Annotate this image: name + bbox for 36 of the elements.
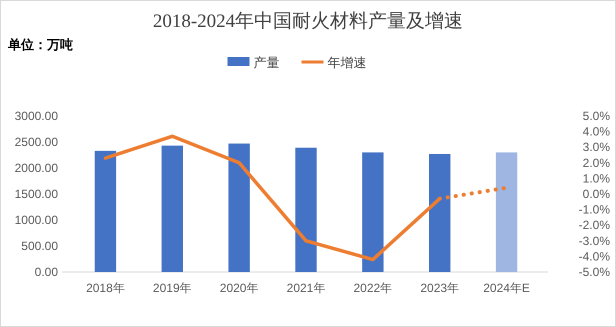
y2-tick-label: -3.0% (578, 234, 610, 248)
x-tick-label: 2021年 (286, 281, 326, 295)
y-tick-label: 3000.00 (14, 109, 58, 123)
bar (496, 152, 518, 272)
legend-label: 年增速 (328, 55, 366, 70)
y-tick-label: 1500.00 (14, 187, 58, 201)
y-tick-label: 1000.00 (14, 213, 58, 227)
bar (295, 148, 317, 272)
y2-tick-label: -2.0% (578, 218, 610, 232)
y2-tick-label: -1.0% (578, 202, 610, 217)
bar (228, 144, 250, 272)
y-tick-label: 2500.00 (14, 135, 58, 149)
y-tick-label: 500.00 (21, 239, 58, 253)
y2-tick-label: 0.0% (582, 187, 610, 201)
x-tick-label: 2024年E (483, 281, 530, 295)
y2-tick-label: 5.0% (582, 109, 610, 123)
text: 单位：万吨 (7, 37, 73, 52)
x-tick-label: 2022年 (354, 281, 392, 295)
y2-tick-label: -5.0% (578, 265, 610, 279)
bar (94, 150, 116, 272)
y2-tick-label: -4.0% (578, 249, 610, 264)
legend-label: 产量 (254, 55, 280, 70)
y2-tick-label: 4.0% (582, 124, 610, 139)
chart-title: 2018-2024年中国耐火材料产量及增速 (152, 11, 464, 32)
x-tick-label: 2018年 (86, 281, 125, 295)
bar (162, 146, 183, 272)
x-tick-label: 2023年 (420, 281, 460, 295)
y-tick-label: 2000.00 (14, 161, 58, 175)
x-tick-label: 2019年 (152, 281, 192, 295)
y2-tick-label: 2.0% (582, 156, 610, 170)
x-tick-label: 2020年 (220, 281, 258, 295)
bar (429, 154, 450, 272)
y2-tick-label: 3.0% (582, 140, 610, 154)
bar (362, 152, 384, 272)
y2-tick-label: 1.0% (582, 171, 610, 186)
y-tick-label: 0.00 (34, 265, 58, 279)
